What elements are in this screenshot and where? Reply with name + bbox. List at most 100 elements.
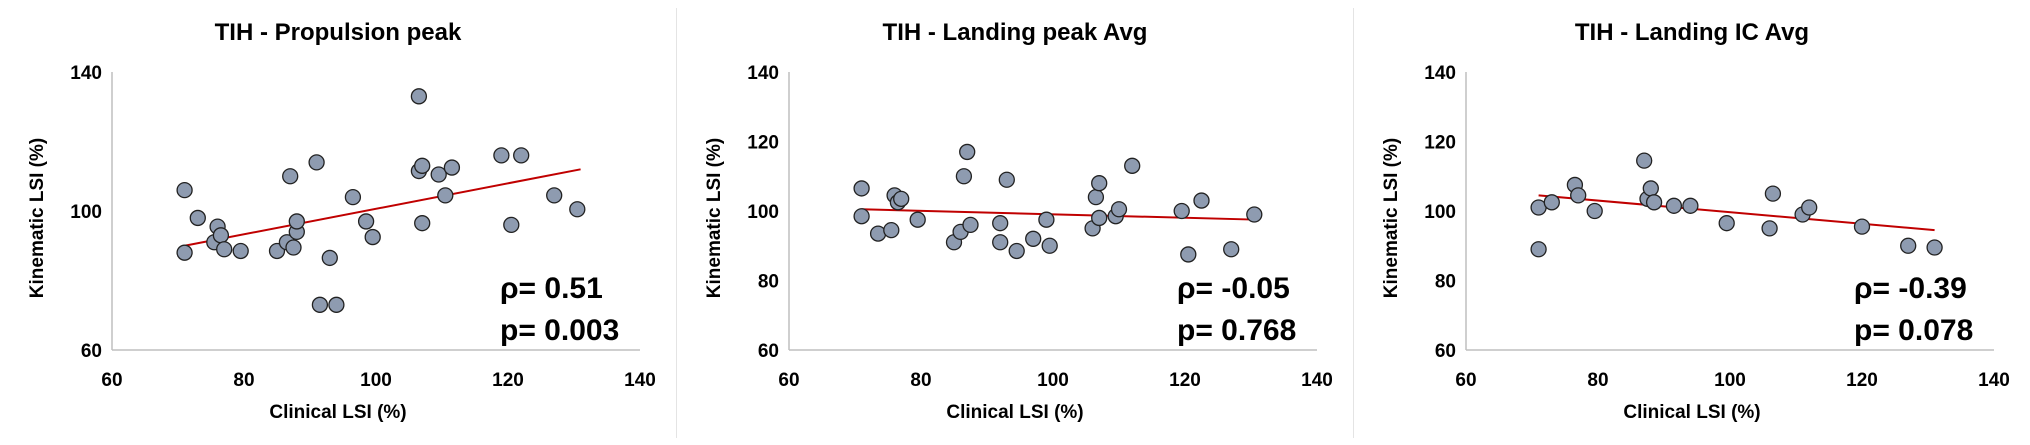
data-point: [1665, 197, 1683, 214]
data-point: [437, 187, 454, 204]
y-tick-label: 120: [747, 133, 779, 154]
data-point: [311, 296, 329, 313]
x-tick-labels: 60 80 100 120 140: [1455, 370, 2009, 391]
y-tick-label: 80: [1435, 272, 1456, 293]
y-tick-label: 100: [70, 202, 102, 223]
x-tick-label: 80: [910, 370, 931, 391]
y-tick-label: 60: [758, 341, 779, 362]
x-tick-label: 120: [1169, 370, 1201, 391]
y-tick-label: 140: [70, 63, 102, 84]
data-point: [1008, 242, 1025, 260]
x-tick-label: 80: [1587, 370, 1608, 391]
y-tick-label: 100: [747, 202, 779, 223]
chart-panel-landing-peak-avg: TIH - Landing peak Avg 60 80 100 120 140 60 8…: [677, 0, 1353, 445]
chart-title: TIH - Landing peak Avg: [883, 19, 1148, 46]
y-tick-labels: 60 100 140: [70, 63, 102, 362]
axes: [1465, 72, 1994, 351]
chart-title: TIH - Propulsion peak: [215, 19, 462, 46]
data-point: [883, 221, 900, 239]
x-tick-label: 120: [1846, 370, 1878, 391]
trendline: [184, 168, 581, 247]
data-point: [176, 181, 193, 199]
data-point: [1038, 211, 1055, 228]
data-point: [992, 234, 1009, 251]
data-point: [569, 201, 586, 218]
data-points: [853, 143, 1263, 263]
data-point: [1645, 194, 1663, 211]
data-point: [443, 159, 461, 176]
x-tick-label: 100: [1714, 370, 1746, 391]
axes: [788, 72, 1317, 351]
data-point: [1193, 192, 1210, 209]
x-axis-label: Clinical LSI (%): [1623, 402, 1760, 423]
x-axis-label: Clinical LSI (%): [946, 402, 1083, 423]
data-point: [959, 143, 976, 161]
data-point: [853, 180, 870, 197]
p-value-annotation: p= 0.078: [1854, 314, 1973, 347]
data-point: [288, 213, 305, 230]
scatter-chart-propulsion-peak: TIH - Propulsion peak 60 100 140 60 80 100 12…: [27, 19, 656, 423]
data-point: [321, 249, 338, 267]
data-point: [414, 215, 431, 232]
data-point: [1570, 187, 1587, 204]
data-point: [1764, 185, 1782, 202]
data-point: [216, 241, 233, 258]
data-point: [1124, 157, 1141, 174]
x-tick-label: 100: [360, 370, 392, 391]
p-value-annotation: p= 0.768: [1177, 314, 1296, 347]
data-point: [493, 147, 510, 164]
rho-annotation: ρ= -0.05: [1177, 272, 1290, 305]
data-point: [232, 242, 249, 260]
y-tick-label: 60: [81, 341, 102, 362]
y-tick-labels: 60 80 100 120 140: [1424, 63, 1456, 362]
data-point: [503, 216, 520, 234]
data-point: [189, 209, 206, 227]
x-tick-label: 140: [1301, 370, 1333, 391]
chart-panel-landing-ic-avg: TIH - Landing IC Avg 60 80 100 120 140 60 80 1…: [1354, 0, 2030, 445]
data-point: [1586, 202, 1603, 220]
data-point: [1636, 152, 1653, 169]
data-point: [364, 228, 381, 246]
p-value-annotation: p= 0.003: [500, 314, 619, 347]
y-tick-label: 100: [1424, 202, 1456, 223]
data-point: [853, 208, 870, 225]
data-point: [176, 244, 193, 261]
y-axis-label: Kinematic LSI (%): [704, 138, 725, 298]
data-point: [1087, 188, 1105, 206]
y-tick-label: 120: [1424, 133, 1456, 154]
data-point: [1173, 202, 1190, 220]
x-tick-label: 140: [1978, 370, 2010, 391]
data-point: [998, 171, 1015, 188]
data-point: [1682, 197, 1699, 214]
y-axis-label: Kinematic LSI (%): [27, 138, 48, 298]
x-tick-label: 140: [624, 370, 656, 391]
trendline: [861, 208, 1258, 221]
data-point: [1926, 239, 1943, 256]
rho-annotation: ρ= -0.39: [1854, 272, 1967, 305]
data-point: [1900, 237, 1917, 254]
data-points: [176, 88, 586, 313]
x-axis-label: Clinical LSI (%): [269, 402, 406, 423]
chart-title: TIH - Landing IC Avg: [1575, 19, 1809, 46]
x-tick-label: 80: [233, 370, 254, 391]
data-point: [1543, 194, 1560, 211]
data-point: [357, 213, 375, 230]
panel-divider: [676, 8, 677, 438]
rho-annotation: ρ= 0.51: [500, 272, 603, 305]
data-point: [1025, 230, 1042, 247]
data-point: [285, 239, 302, 256]
data-point: [1041, 237, 1058, 254]
y-tick-labels: 60 80 100 120 140: [747, 63, 779, 362]
data-point: [1246, 206, 1263, 223]
data-point: [212, 227, 230, 244]
x-tick-label: 100: [1037, 370, 1069, 391]
y-tick-label: 140: [747, 63, 779, 84]
data-point: [282, 168, 299, 185]
data-point: [955, 168, 973, 185]
y-axis-label: Kinematic LSI (%): [1381, 138, 1402, 298]
data-point: [410, 88, 428, 105]
data-point: [1180, 246, 1197, 263]
data-point: [546, 187, 563, 204]
x-tick-labels: 60 80 100 120 140: [101, 370, 655, 391]
